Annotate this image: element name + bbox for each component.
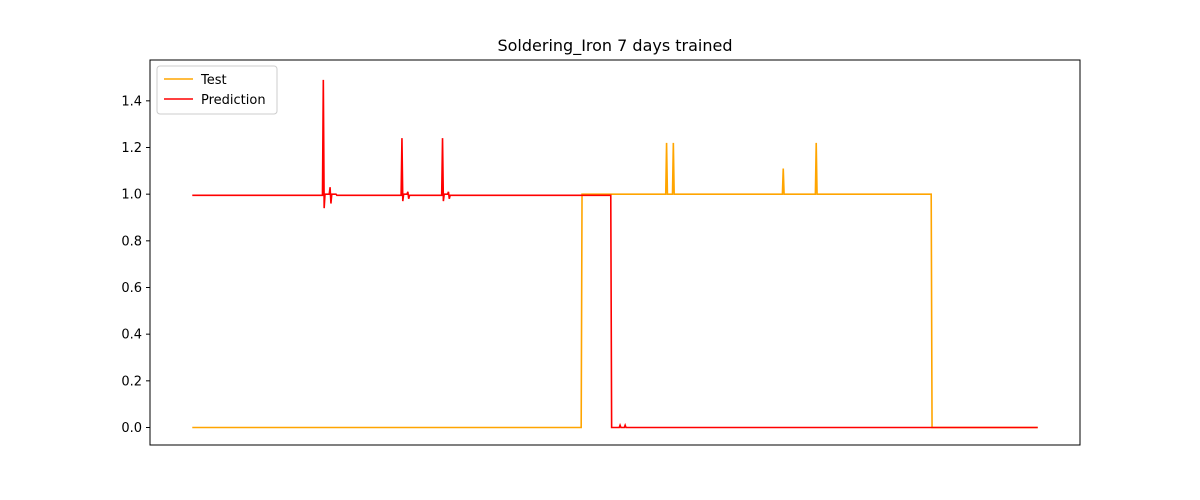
y-tick-label: 0.8 xyxy=(121,234,142,249)
series-group xyxy=(192,79,1038,429)
y-tick-label: 0.4 xyxy=(121,328,142,343)
y-tick-label: 1.2 xyxy=(121,141,142,156)
y-tick-label: 0.0 xyxy=(121,421,142,436)
legend-box xyxy=(156,65,278,115)
legend-label-test: Test xyxy=(200,73,227,88)
plot-area-frame xyxy=(149,59,1081,446)
y-tick-label: 0.2 xyxy=(121,374,142,389)
y-tick-label: 0.6 xyxy=(121,281,142,296)
legend: Test Prediction xyxy=(156,65,278,115)
series-line-prediction xyxy=(192,79,1038,429)
chart-title: Soldering_Iron 7 days trained xyxy=(497,36,732,56)
legend-label-prediction: Prediction xyxy=(201,93,266,108)
y-tick-label: 1.4 xyxy=(121,94,142,109)
series-line-test xyxy=(192,142,1038,429)
y-axis: 0.0 0.2 0.4 0.6 0.8 1.0 1.2 1.4 xyxy=(121,94,150,436)
y-tick-label: 1.0 xyxy=(121,188,142,203)
